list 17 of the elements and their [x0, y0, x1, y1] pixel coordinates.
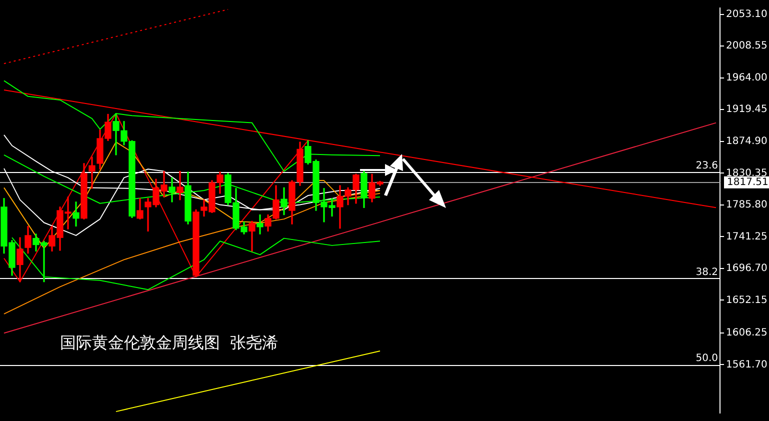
y-tick-label: 1919.45: [726, 104, 768, 116]
y-tick-label: 1741.25: [726, 231, 768, 242]
y-tick-label: 1964.00: [726, 72, 768, 84]
y-tick-label: 1874.90: [726, 136, 768, 147]
annotation: 50.0: [696, 353, 718, 364]
y-tick-label: 2008.55: [726, 40, 768, 52]
annotation: 23.6: [696, 160, 718, 172]
y-tick-label: 1785.80: [726, 200, 768, 211]
ref-line-label: 1817.51: [727, 176, 768, 188]
y-tick-label: 1561.70: [726, 359, 768, 370]
y-tick-label: 2053.10: [726, 8, 768, 20]
y-tick-label: 1606.25: [726, 328, 768, 339]
annotation: 38.2: [696, 266, 718, 278]
y-tick-label: 1830.35: [726, 168, 768, 179]
y-tick-label: 1696.70: [726, 263, 768, 274]
y-tick-label: 1652.15: [726, 294, 768, 306]
text: 国际黄金伦敦金周线图 张尧浠: [60, 333, 278, 352]
